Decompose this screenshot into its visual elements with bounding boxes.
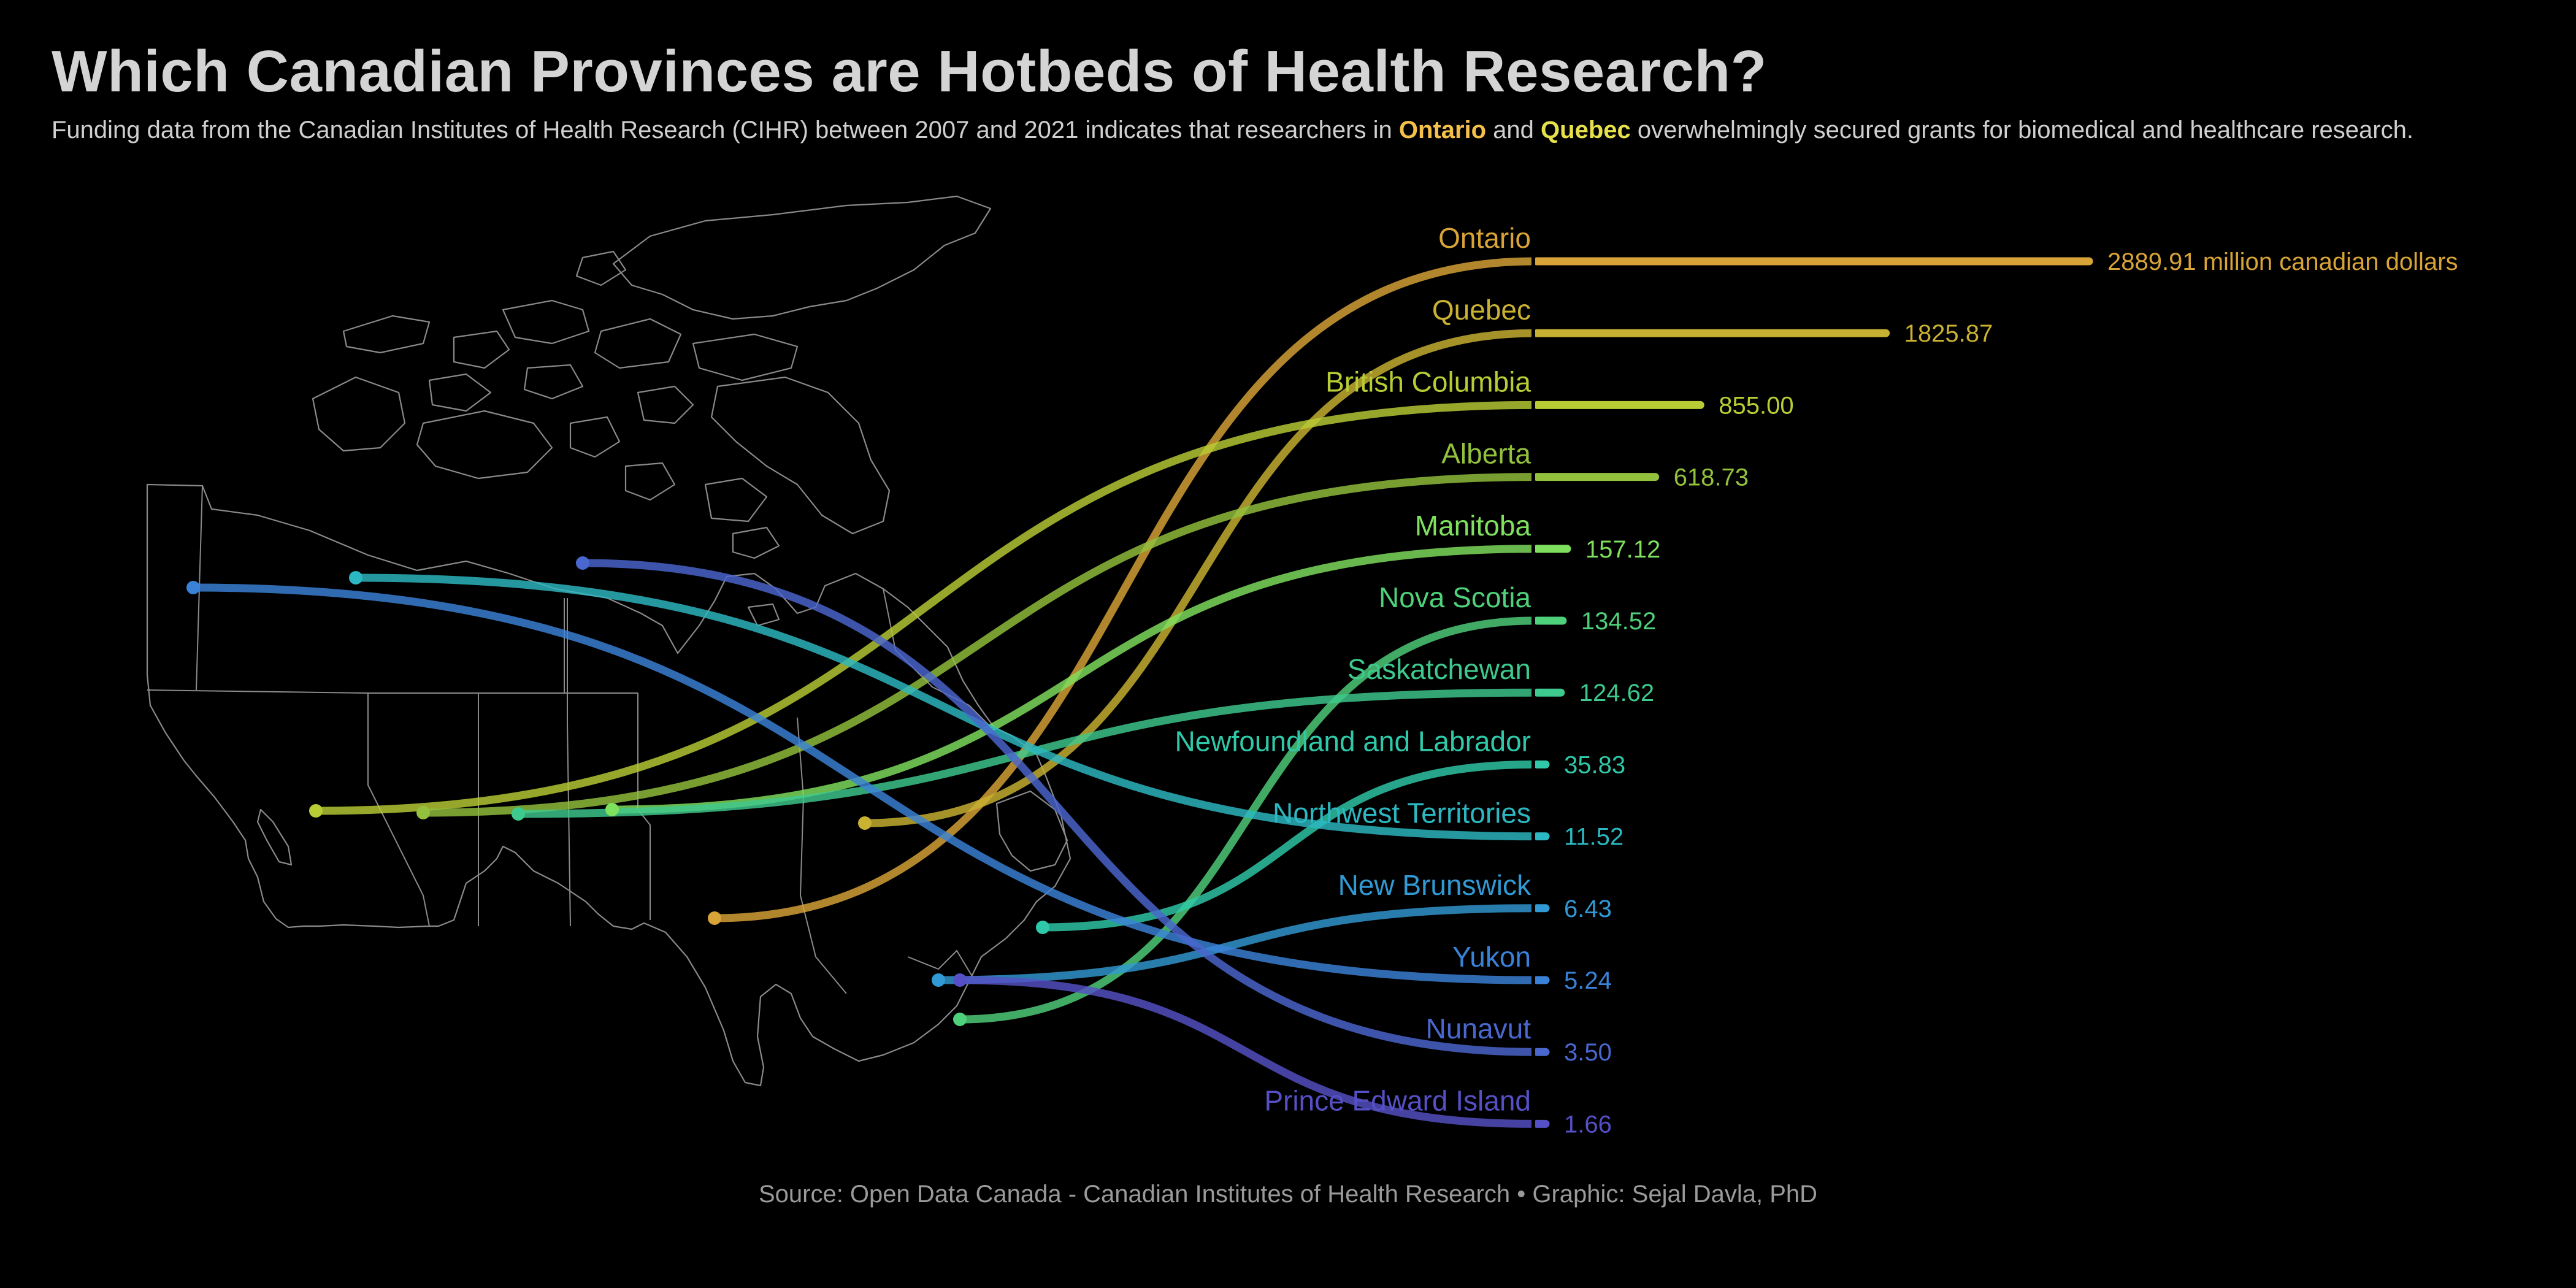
origin-dot-nunavut	[576, 556, 589, 570]
value-label-nova-scotia: 134.52	[1581, 608, 1656, 635]
arctic-island	[428, 373, 492, 412]
flow-prince-edward-island	[956, 976, 1538, 1128]
flow-british-columbia	[312, 401, 1538, 815]
value-label-nunavut: 3.50	[1564, 1039, 1612, 1066]
chart-title: Which Canadian Provinces are Hotbeds of …	[52, 39, 1767, 104]
arctic-island	[710, 376, 891, 535]
category-label-newfoundland-and-labrador: Newfoundland and Labrador	[1175, 725, 1531, 757]
hudson-bay-island	[747, 603, 780, 627]
arctic-island	[612, 195, 992, 320]
category-label-ontario: Ontario	[1438, 222, 1531, 254]
flow-northwest-territories	[351, 573, 1538, 841]
origin-dots	[186, 556, 1049, 1026]
category-label-manitoba: Manitoba	[1415, 510, 1531, 542]
flow-nunavut	[578, 559, 1538, 1056]
origin-dot-prince-edward-island	[953, 973, 967, 987]
origin-dot-british-columbia	[309, 804, 323, 818]
arctic-island	[575, 250, 627, 286]
flow-quebec	[861, 329, 1538, 827]
origin-dot-manitoba	[605, 803, 619, 816]
flow-alberta	[419, 473, 1538, 817]
origin-dot-quebec	[858, 816, 872, 830]
category-label-new-brunswick: New Brunswick	[1338, 869, 1531, 901]
value-label-northwest-territories: 11.52	[1564, 824, 1623, 851]
border-new-brunswick	[907, 949, 976, 982]
arctic-island	[594, 318, 682, 369]
value-label-british-columbia: 855.00	[1719, 392, 1793, 419]
flow-manitoba	[608, 545, 1538, 814]
value-label-yukon: 5.24	[1564, 967, 1612, 994]
origin-dot-alberta	[416, 806, 430, 819]
subtitle-highlight-ontario: Ontario	[1398, 117, 1487, 144]
flow-new-brunswick	[934, 904, 1538, 984]
arctic-island	[502, 299, 590, 345]
value-label-ontario: 2889.91 million canadian dollars	[2107, 248, 2458, 275]
value-label-new-brunswick: 6.43	[1564, 895, 1612, 922]
border-ontario-quebec	[797, 717, 847, 994]
category-label-northwest-territories: Northwest Territories	[1273, 797, 1531, 829]
subtitle-text-start: Funding data from the Canadian Institute…	[52, 117, 1399, 144]
value-label-prince-edward-island: 1.66	[1564, 1111, 1612, 1138]
origin-dot-nova-scotia	[953, 1013, 967, 1026]
arctic-island	[732, 526, 780, 559]
subtitle-highlight-quebec: Quebec	[1541, 117, 1631, 144]
canada-map	[146, 195, 1071, 1087]
border-bc-alberta	[367, 693, 430, 927]
labels: Ontario 2889.91 million canadian dollars Q…	[1175, 222, 2458, 1138]
category-label-yukon: Yukon	[1452, 941, 1531, 973]
origin-dot-newfoundland-and-labrador	[1036, 921, 1049, 934]
arctic-island	[523, 364, 584, 400]
origin-dot-yukon	[186, 581, 200, 594]
arctic-island	[569, 416, 621, 458]
arctic-island	[453, 330, 510, 369]
source-credit: Source: Open Data Canada - Canadian Inst…	[758, 1181, 1818, 1208]
origin-dot-ontario	[708, 911, 721, 925]
category-label-prince-edward-island: Prince Edward Island	[1264, 1084, 1531, 1116]
category-label-quebec: Quebec	[1432, 294, 1531, 326]
chart-subtitle: Funding data from the Canadian Institute…	[52, 117, 2413, 144]
subtitle-text-middle: and	[1486, 117, 1541, 144]
flow-yukon	[189, 583, 1538, 984]
origin-dot-new-brunswick	[932, 973, 945, 987]
mainland-outline	[146, 483, 1071, 1087]
value-label-newfoundland-and-labrador: 35.83	[1564, 751, 1625, 778]
category-label-alberta: Alberta	[1441, 438, 1531, 470]
category-label-saskatchewan: Saskatchewan	[1347, 653, 1531, 685]
arctic-island	[637, 385, 694, 424]
value-label-alberta: 618.73	[1674, 464, 1749, 491]
arctic-island	[692, 333, 799, 381]
origin-dot-northwest-territories	[349, 571, 362, 585]
border-saskatchewan-manitoba	[567, 598, 571, 927]
flow-ontario	[710, 257, 1538, 922]
vancouver-island	[256, 808, 293, 866]
flow-nova-scotia	[956, 616, 1538, 1024]
bars	[1531, 251, 2093, 1134]
flow-newfoundland-and-labrador	[1038, 760, 1538, 932]
border-manitoba-ontario	[637, 693, 651, 920]
border-yukon-bc	[147, 689, 369, 694]
value-label-saskatchewan: 124.62	[1579, 680, 1654, 707]
subtitle-text-end: overwhelmingly secured grants for biomed…	[1630, 117, 2413, 144]
newfoundland-island	[995, 790, 1068, 872]
origin-dot-saskatchewan	[512, 807, 525, 821]
flow-lines	[189, 257, 1538, 1128]
flow-saskatchewan	[514, 688, 1538, 818]
category-label-british-columbia: British Columbia	[1325, 366, 1531, 397]
arctic-island	[704, 477, 768, 523]
value-label-quebec: 1825.87	[1904, 320, 1993, 347]
border-quebec-labrador	[883, 588, 994, 730]
border-nwt-nunavut	[368, 598, 638, 694]
category-label-nunavut: Nunavut	[1426, 1013, 1531, 1045]
value-label-manitoba: 157.12	[1585, 536, 1660, 563]
arctic-island	[342, 315, 431, 354]
arctic-island	[416, 410, 553, 480]
arctic-island	[312, 376, 406, 452]
arctic-island	[624, 462, 676, 501]
category-label-nova-scotia: Nova Scotia	[1379, 581, 1531, 613]
